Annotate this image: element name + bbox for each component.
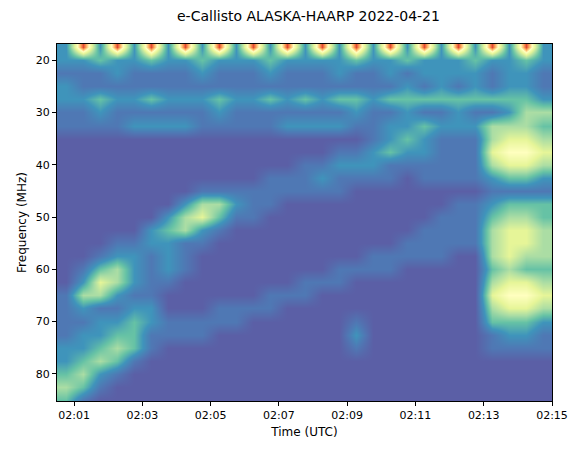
svg-text:02:01: 02:01 [58,409,90,422]
svg-text:80: 80 [36,368,50,381]
svg-text:02:15: 02:15 [536,409,568,422]
svg-text:50: 50 [36,211,50,224]
svg-text:02:03: 02:03 [126,409,158,422]
svg-text:30: 30 [36,106,50,119]
svg-text:02:05: 02:05 [195,409,227,422]
svg-text:02:09: 02:09 [331,409,363,422]
svg-text:60: 60 [36,263,50,276]
svg-text:40: 40 [36,159,50,172]
svg-text:Time (UTC): Time (UTC) [270,425,337,439]
svg-text:Frequency (MHz): Frequency (MHz) [15,172,29,273]
svg-text:02:11: 02:11 [400,409,432,422]
svg-text:e-Callisto ALASKA-HAARP 2022-0: e-Callisto ALASKA-HAARP 2022-04-21 [177,8,440,24]
svg-text:02:07: 02:07 [263,409,295,422]
svg-text:70: 70 [36,315,50,328]
svg-text:20: 20 [36,54,50,67]
svg-text:02:13: 02:13 [468,409,500,422]
